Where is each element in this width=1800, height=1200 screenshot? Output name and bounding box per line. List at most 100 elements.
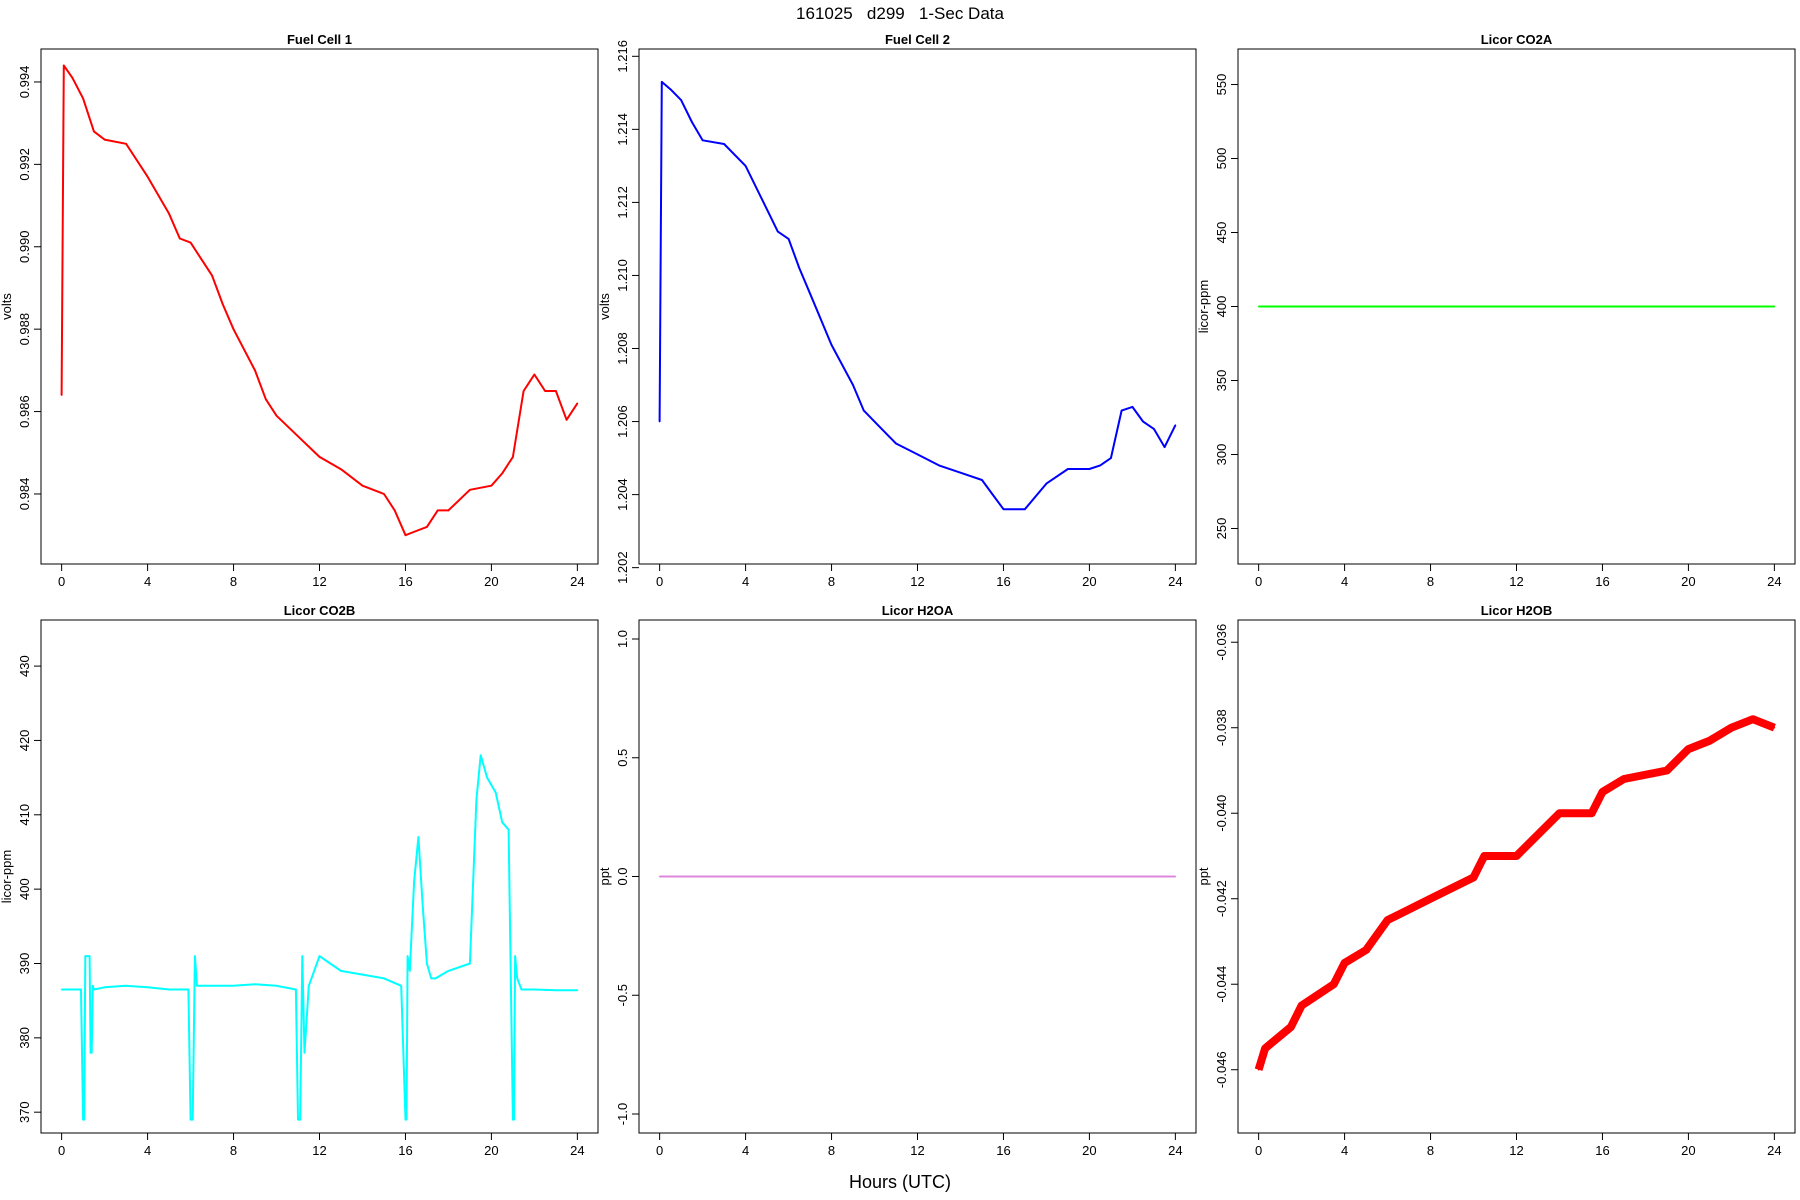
data-point xyxy=(430,977,433,980)
data-point xyxy=(516,977,519,980)
y-tick-label: 250 xyxy=(1214,518,1229,540)
data-point xyxy=(475,799,478,801)
x-tick-label: 0 xyxy=(656,1143,663,1158)
data-point xyxy=(576,989,579,992)
chart-panel: Licor CO2A licor-ppm 0 4 8 12 16 20 24 250 300 350 4… xyxy=(1196,32,1796,589)
y-tick-label: -0.038 xyxy=(1214,709,1229,746)
data-point xyxy=(555,390,557,392)
chart-title: Fuel Cell 2 xyxy=(885,32,950,47)
x-tick-label: 20 xyxy=(484,574,498,589)
y-tick-label: 400 xyxy=(17,878,32,900)
data-point xyxy=(490,484,493,487)
data-point xyxy=(340,970,342,972)
data-point xyxy=(264,398,267,401)
data-point xyxy=(533,373,536,376)
data-point xyxy=(103,138,106,141)
data-point xyxy=(318,955,321,957)
data-point xyxy=(196,984,198,987)
data-point xyxy=(916,453,919,456)
data-point xyxy=(93,988,95,991)
data-point xyxy=(168,213,170,215)
data-point xyxy=(1483,855,1486,857)
x-tick-label: 12 xyxy=(312,1143,326,1158)
data-point xyxy=(766,208,768,211)
data-point xyxy=(723,143,725,145)
data-point xyxy=(1590,812,1593,815)
data-point xyxy=(254,983,256,986)
data-point xyxy=(895,442,897,445)
chart-title: Licor CO2A xyxy=(1481,32,1553,47)
data-point xyxy=(852,384,854,386)
data-point xyxy=(1666,769,1668,772)
data-point xyxy=(189,1118,192,1121)
chart-panel: Licor CO2B licor-ppm 0 4 8 12 16 20 24 370 380 390 4… xyxy=(0,603,599,1158)
data-point xyxy=(408,970,411,972)
chart-title: Fuel Cell 1 xyxy=(287,32,352,47)
data-point xyxy=(168,988,170,991)
data-point xyxy=(303,1051,306,1054)
x-tick-label: 8 xyxy=(1427,574,1434,589)
data-point xyxy=(658,420,661,423)
y-tick-label: -0.036 xyxy=(1214,624,1229,661)
data-point xyxy=(191,1118,194,1121)
y-tick-label: 400 xyxy=(1214,296,1229,318)
x-tick-label: 12 xyxy=(1509,1143,1523,1158)
data-point xyxy=(1623,778,1625,780)
data-point xyxy=(1515,855,1518,857)
data-point xyxy=(275,414,278,417)
data-point xyxy=(275,984,278,987)
data-point xyxy=(194,955,196,957)
y-tick-label: 420 xyxy=(17,730,32,752)
data-point xyxy=(426,962,428,965)
data-point xyxy=(361,973,364,976)
y-axis-label: volts xyxy=(597,293,612,320)
x-tick-label: 8 xyxy=(828,1143,835,1158)
x-tick-label: 12 xyxy=(1509,574,1523,589)
data-point xyxy=(1257,305,1260,308)
y-tick-label: 0.984 xyxy=(17,478,32,511)
data-point xyxy=(1537,833,1539,836)
y-tick-label: 1.216 xyxy=(615,40,630,73)
y-tick-label: 1.214 xyxy=(615,113,630,146)
data-point xyxy=(125,142,127,145)
plot-frame xyxy=(1237,619,1796,1134)
x-tick-label: 4 xyxy=(742,574,749,589)
data-point xyxy=(514,955,516,957)
data-point xyxy=(576,402,579,405)
data-point xyxy=(1045,482,1048,485)
data-point xyxy=(60,394,63,396)
y-axis-label: licor-ppm xyxy=(0,850,14,903)
data-point xyxy=(340,468,342,471)
data-point xyxy=(1120,409,1123,412)
chart-title: Licor H2OB xyxy=(1481,603,1553,618)
data-point xyxy=(1343,962,1346,964)
data-point xyxy=(361,484,364,487)
chart-panel: Licor H2OB ppt 0 4 8 12 16 20 24 -0.046 -0.044 -0.0… xyxy=(1196,603,1796,1158)
data-point xyxy=(200,258,203,260)
data-point xyxy=(862,409,865,412)
data-point xyxy=(187,988,190,991)
data-point xyxy=(1163,446,1166,448)
data-point xyxy=(744,165,747,167)
data-point xyxy=(544,390,546,392)
data-point xyxy=(1099,464,1101,467)
data-point xyxy=(413,880,415,883)
y-tick-label: 430 xyxy=(17,655,32,677)
x-tick-label: 20 xyxy=(1681,1143,1695,1158)
y-tick-label: -0.040 xyxy=(1214,795,1229,832)
data-point xyxy=(383,977,385,980)
x-tick-label: 8 xyxy=(828,574,835,589)
x-tick-label: 16 xyxy=(996,1143,1010,1158)
data-point xyxy=(507,828,510,831)
data-point xyxy=(301,955,304,957)
x-tick-label: 20 xyxy=(1681,574,1695,589)
data-point xyxy=(494,791,497,794)
data-point xyxy=(383,493,385,495)
x-tick-label: 16 xyxy=(996,574,1010,589)
x-tick-label: 24 xyxy=(570,574,584,589)
data-point xyxy=(1386,919,1389,921)
data-point xyxy=(938,464,940,467)
data-point xyxy=(299,1118,301,1121)
data-point xyxy=(1333,983,1335,986)
